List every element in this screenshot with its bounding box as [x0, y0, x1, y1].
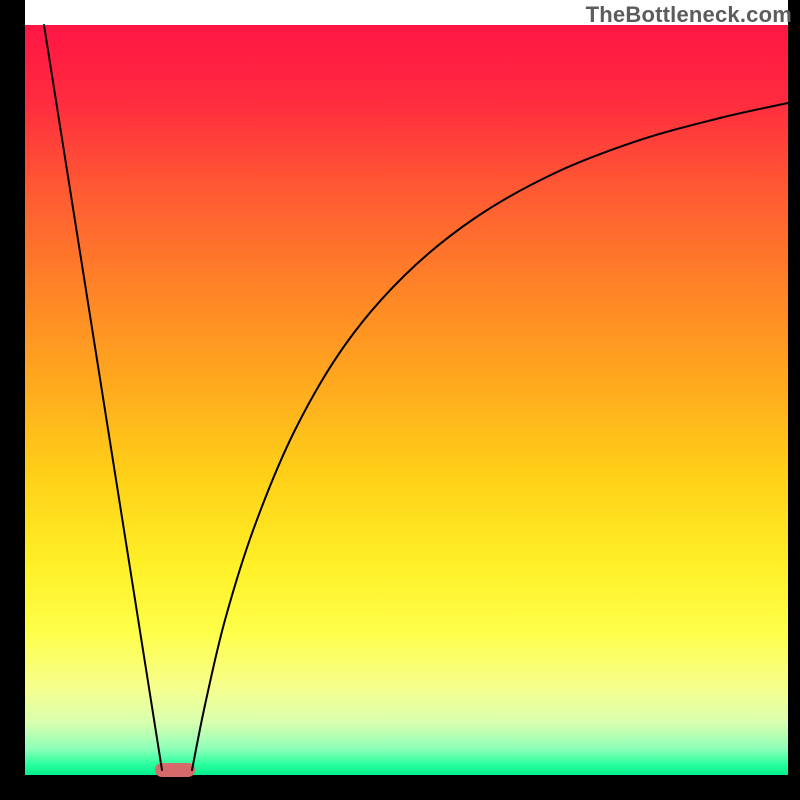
- chart-root: TheBottleneck.com: [0, 0, 800, 800]
- curve-right: [192, 103, 788, 770]
- watermark-text: TheBottleneck.com: [586, 2, 792, 28]
- plot-layer: [0, 0, 800, 800]
- curve-left: [44, 25, 162, 770]
